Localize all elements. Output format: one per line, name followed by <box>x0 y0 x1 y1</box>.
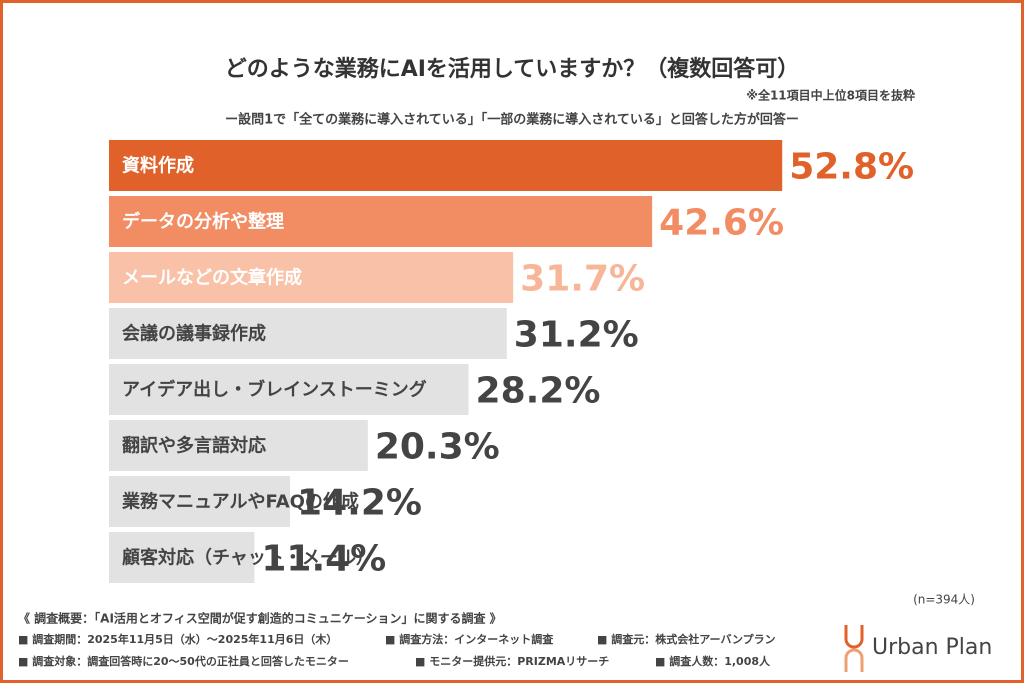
value-label: 31.2% <box>514 315 639 356</box>
logo-text: Urban Plan <box>872 635 992 660</box>
footer-heading: 《 調査概要：「AI活用とオフィス空間が促す創造的コミュニケーション」に関する調… <box>18 611 502 626</box>
bar <box>109 420 368 471</box>
category-label: 会議の議事録作成 <box>122 323 266 345</box>
bar <box>109 476 291 527</box>
chart-title: どのような業務にAIを活用していますか？（複数回答可） <box>225 56 800 82</box>
bar <box>109 252 514 303</box>
value-label: 14.2% <box>297 483 422 524</box>
category-label: データの分析や整理 <box>122 211 284 233</box>
logo-mark <box>844 625 864 672</box>
bar <box>109 364 469 415</box>
footer-item: ■ 調査元：株式会社アーバンプラン <box>597 632 776 646</box>
category-label: 翻訳や多言語対応 <box>122 435 266 457</box>
footer-item: ■ 調査人数：1,008人 <box>655 654 771 668</box>
value-label: 42.6% <box>659 203 784 244</box>
category-label: 資料作成 <box>122 155 194 177</box>
bar <box>109 308 507 359</box>
footer-item: ■ 調査方法：インターネット調査 <box>385 632 553 646</box>
value-label: 20.3% <box>375 427 500 468</box>
subtitle: ー設問1で「全ての業務に導入されている」「一部の業務に導入されている」と回答した… <box>225 112 799 128</box>
bar <box>109 140 783 191</box>
footer-item: ■ モニター提供元：PRIZMAリサーチ <box>415 654 609 668</box>
footer-item: ■ 調査期間：2025年11月5日（水）～2025年11月6日（木） <box>18 632 337 646</box>
value-label: 28.2% <box>476 371 601 412</box>
bar <box>109 196 653 247</box>
value-label: 11.4% <box>261 539 386 580</box>
footer-item: ■ 調査対象：調査回答時に20～50代の正社員と回答したモニター <box>18 654 349 668</box>
category-label: アイデア出し・ブレインストーミング <box>122 379 427 401</box>
category-label: 業務マニュアルやFAQの作成 <box>121 491 359 513</box>
bars: 資料作成 52.8% データの分析や整理 42.6% メールなどの文章作成 31.7% 会議… <box>109 140 914 583</box>
value-label: 31.7% <box>520 259 645 300</box>
category-label: 顧客対応（チャット・メール） <box>122 547 374 569</box>
note: ※全11項目中上位8項目を抜粋 <box>746 88 915 103</box>
bar <box>109 532 255 583</box>
value-label: 52.8% <box>789 147 914 188</box>
category-label: メールなどの文章作成 <box>122 267 302 289</box>
sample-note: (n=394人) <box>913 593 975 607</box>
